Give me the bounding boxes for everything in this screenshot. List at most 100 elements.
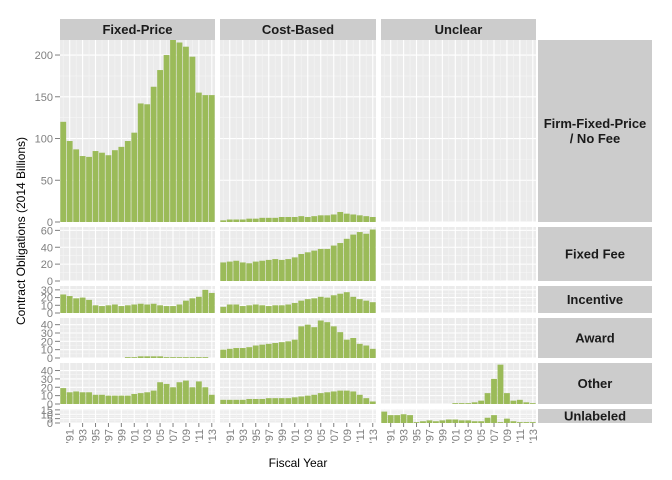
- bar: [343, 390, 350, 404]
- x-tick-label: '03: [303, 429, 315, 443]
- bar: [356, 394, 363, 404]
- bar: [176, 382, 183, 404]
- x-tick-label: '99: [116, 429, 128, 443]
- x-tick-label: '05: [476, 429, 488, 443]
- bar: [265, 217, 272, 222]
- bar: [298, 216, 305, 222]
- bar: [337, 211, 344, 222]
- x-tick-label: '97: [103, 429, 115, 443]
- facet-panel: [381, 286, 536, 314]
- y-tick-label: 0: [47, 276, 53, 288]
- bar: [504, 418, 510, 423]
- bar: [202, 357, 209, 358]
- facet-panel: [220, 227, 376, 282]
- x-tick-label: '13: [368, 429, 380, 443]
- x-tick-label: '09: [342, 429, 354, 443]
- bar: [220, 399, 227, 404]
- row-strip: [538, 227, 652, 281]
- facet-panel: [381, 318, 536, 359]
- bar: [150, 303, 157, 313]
- bar: [195, 381, 202, 404]
- bar: [79, 392, 86, 404]
- bar: [356, 299, 363, 313]
- facet-panel: [220, 318, 376, 359]
- x-tick-label: '11: [355, 429, 367, 443]
- bar: [478, 421, 485, 423]
- bar: [291, 302, 298, 313]
- panel-background: [60, 227, 215, 281]
- bar: [497, 422, 504, 423]
- bar: [111, 150, 118, 222]
- bar: [285, 304, 292, 313]
- column-strip-label: Cost-Based: [262, 22, 334, 37]
- bar: [337, 332, 344, 358]
- bar: [208, 394, 215, 404]
- bar: [259, 344, 266, 358]
- bar: [92, 305, 99, 313]
- bar: [324, 248, 331, 281]
- bar: [176, 42, 183, 223]
- bar: [350, 296, 357, 313]
- bar: [343, 292, 350, 313]
- y-tick-label: 40: [41, 242, 53, 254]
- x-tick-label: '93: [399, 429, 411, 443]
- column-strip-label: Unclear: [435, 22, 483, 37]
- bar: [183, 357, 189, 358]
- x-tick-label: '97: [424, 429, 436, 443]
- bar: [497, 364, 504, 404]
- column-strip: [220, 19, 376, 40]
- facet-panel: [381, 363, 536, 405]
- bar: [183, 300, 189, 313]
- bar: [86, 156, 92, 222]
- bar: [350, 214, 357, 222]
- bar: [311, 327, 318, 358]
- y-tick-label: 5: [47, 414, 53, 426]
- x-tick-label: '93: [78, 429, 90, 443]
- bar: [195, 357, 202, 358]
- bar: [183, 46, 189, 223]
- y-tick-label: 10: [41, 345, 53, 357]
- bar: [226, 304, 233, 313]
- y-tick-label: 50: [41, 175, 53, 187]
- facet-panel: [60, 363, 215, 405]
- x-tick-label: '07: [329, 429, 341, 443]
- bar: [189, 298, 196, 313]
- row-strip: [538, 318, 652, 358]
- x-tick-label: '11: [515, 429, 527, 443]
- bar: [124, 395, 131, 404]
- bar: [356, 215, 363, 222]
- bar: [471, 402, 478, 404]
- bar: [369, 229, 376, 281]
- bar: [233, 399, 240, 404]
- facet-panel: [60, 318, 215, 359]
- y-tick-label: 15: [41, 405, 53, 417]
- facet-panel: [60, 286, 215, 314]
- bar: [99, 152, 105, 222]
- bar: [163, 383, 170, 404]
- bar: [291, 257, 298, 281]
- bar: [400, 414, 407, 423]
- panel-background: [220, 40, 376, 222]
- x-tick-label: '91: [225, 429, 237, 443]
- x-tick-label: '95: [91, 429, 103, 443]
- bar: [381, 411, 388, 423]
- bar: [189, 56, 196, 222]
- bar: [157, 70, 164, 222]
- bar: [66, 392, 73, 404]
- bar: [163, 55, 170, 222]
- facet-panel: [220, 363, 376, 405]
- bar: [150, 86, 157, 223]
- bar: [239, 348, 246, 358]
- bar: [356, 343, 363, 358]
- y-tick-label: 30: [41, 285, 53, 297]
- bar: [92, 394, 99, 404]
- bar: [304, 299, 311, 313]
- x-tick-label: '03: [463, 429, 475, 443]
- y-tick-label: 20: [41, 382, 53, 394]
- panel-background: [60, 286, 215, 313]
- bar: [220, 306, 227, 313]
- bar: [118, 146, 125, 222]
- bar: [311, 250, 318, 281]
- bar: [330, 391, 337, 404]
